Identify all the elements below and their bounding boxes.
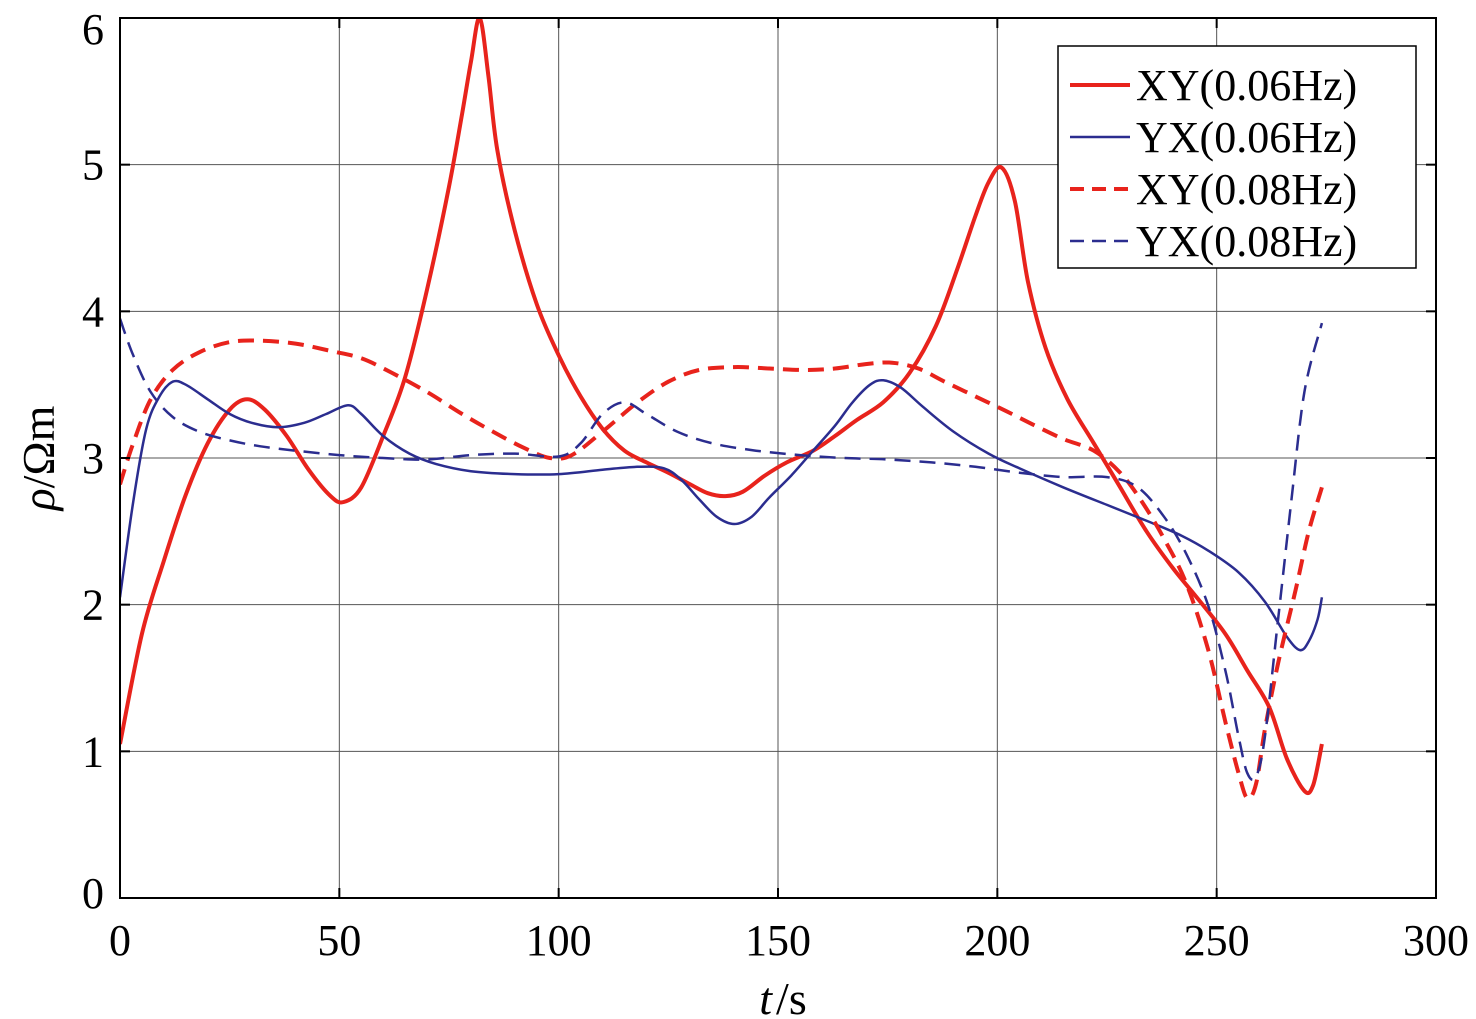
series-line-yx-008hz [120,318,1324,781]
x-tick-label: 0 [109,916,131,965]
series-line-yx-006hz [120,378,1324,652]
x-tick-label: 150 [745,916,811,965]
legend-label-xy-008hz: XY(0.08Hz) [1136,165,1357,214]
x-axis-unit: s [789,973,807,1019]
x-tick-label: 300 [1403,916,1469,965]
y-tick-label: 5 [82,141,104,190]
legend-label-yx-006hz: YX(0.06Hz) [1136,113,1357,162]
series-line-xy-008hz [120,338,1324,801]
series-layer [120,18,1324,801]
y-axis-variable: ρ [13,488,64,512]
y-axis-separator: / [13,475,64,488]
y-tick-label: 2 [82,581,104,630]
legend-label-yx-008hz: YX(0.08Hz) [1136,217,1357,266]
y-axis-unit: Ωm [13,405,64,475]
legend-label-xy-006hz: XY(0.06Hz) [1136,61,1357,110]
x-tick-label: 100 [526,916,592,965]
x-tick-label: 200 [964,916,1030,965]
x-axis-variable: t [759,973,773,1019]
y-tick-label: 3 [82,434,104,483]
x-tick-label: 50 [317,916,361,965]
ticks [119,17,1437,899]
x-axis-title: t/s [759,973,806,1019]
legend: XY(0.06Hz)YX(0.06Hz)XY(0.08Hz)YX(0.08Hz) [1057,45,1417,269]
y-tick-label: 1 [82,727,104,776]
x-axis-separator: / [776,973,789,1019]
x-tick-label: 250 [1184,916,1250,965]
y-tick-label: 4 [82,287,104,336]
series-line-xy-006hz [120,18,1324,796]
tick-labels: 0 50 100 150 200 250 300 0 1 2 3 4 5 6 [82,5,1469,965]
y-tick-label: 0 [82,869,104,918]
y-tick-label: 6 [82,5,104,54]
y-axis-title: ρ/Ωm [13,405,64,512]
